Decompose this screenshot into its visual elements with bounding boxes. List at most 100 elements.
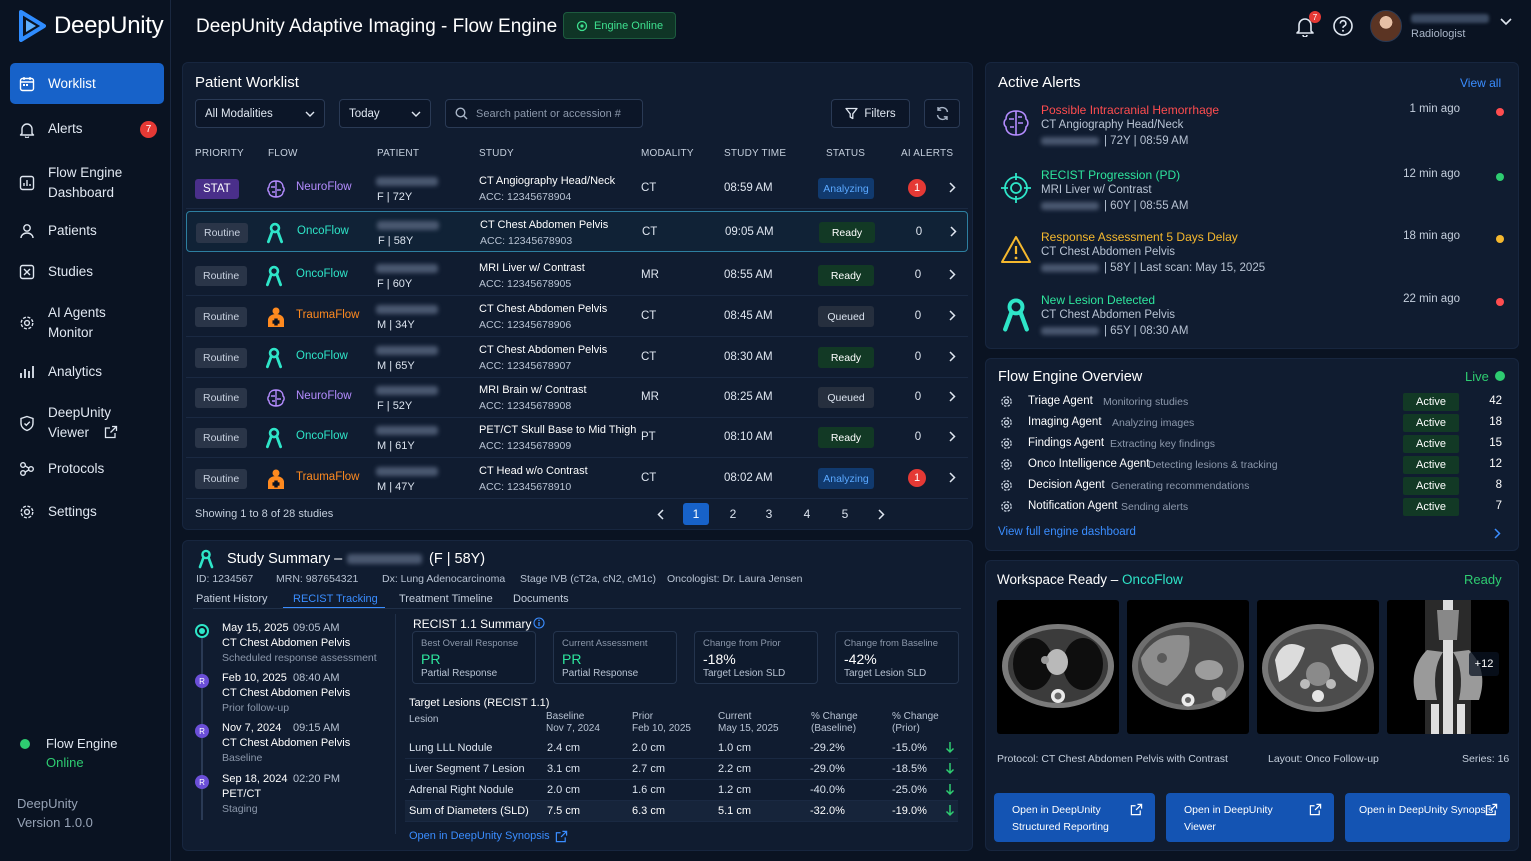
tab-recist-tracking[interactable]: RECIST Tracking [293, 593, 378, 605]
current-header: Current [718, 711, 752, 722]
agent-count: 15 [1489, 437, 1502, 449]
table-row[interactable]: Routine NeuroFlow F | 52Y MRI Brain w/ C… [186, 377, 968, 418]
app-logo[interactable]: DeepUnity [18, 10, 164, 42]
alert-detail: | 58Y | Last scan: May 15, 2025 [1104, 262, 1266, 274]
timeline-date: May 15, 2025 [222, 622, 289, 634]
chevron-right-icon[interactable] [949, 431, 956, 442]
filters-button[interactable]: Filters [831, 99, 910, 128]
refresh-button[interactable] [924, 99, 960, 128]
tab-documents[interactable]: Documents [513, 593, 569, 605]
chevron-right-icon[interactable] [949, 182, 956, 193]
chevron-right-icon[interactable] [949, 391, 956, 402]
page-button-4[interactable]: 4 [803, 507, 811, 521]
timeline-time: 09:15 AM [293, 722, 340, 734]
table-row[interactable]: Routine OncoFlow M | 61Y PET/CT Skull Ba… [186, 417, 968, 458]
accession-number: ACC: 12345678908 [479, 400, 572, 412]
prev-page-chevron-left-icon[interactable] [647, 503, 673, 525]
chevron-right-icon[interactable] [949, 269, 956, 280]
sidebar-item-flow-engine-dashboard[interactable]: Flow Engine Dashboard [10, 163, 164, 203]
page-button-1[interactable]: 1 [683, 503, 709, 525]
series-thumbnail-coronal[interactable]: +12 [1387, 600, 1509, 734]
sidebar-item-label: Worklist [48, 75, 96, 91]
chevron-down-icon [305, 111, 315, 117]
modality-filter-select[interactable]: All Modalities [195, 99, 325, 128]
tab-patient-history[interactable]: Patient History [196, 593, 268, 605]
series-thumbnail-chest[interactable] [997, 600, 1119, 734]
alert-item[interactable]: Possible Intracranial Hemorrhage CT Angi… [998, 103, 1508, 163]
agent-row[interactable]: Triage Agent Monitoring studies Active 4… [998, 392, 1506, 413]
target-lesions-title: Target Lesions (RECIST 1.1) [409, 697, 550, 709]
chevron-right-icon[interactable] [949, 351, 956, 362]
open-viewer-button[interactable]: Open in DeepUnity Viewer [1166, 793, 1334, 842]
agent-row[interactable]: Decision Agent Generating recommendation… [998, 476, 1506, 497]
sidebar-item-worklist[interactable]: Worklist [10, 63, 164, 104]
table-row[interactable]: Routine OncoFlow F | 58Y CT Chest Abdome… [186, 211, 968, 252]
alert-item[interactable]: New Lesion Detected CT Chest Abdomen Pel… [998, 293, 1508, 353]
ribbon-icon [266, 222, 284, 244]
notifications-button[interactable] [1295, 15, 1315, 37]
more-series-count[interactable]: +12 [1469, 652, 1499, 676]
view-all-alerts-link[interactable]: View all [1460, 76, 1502, 90]
agent-row[interactable]: Imaging Agent Analyzing images Active 18 [998, 413, 1506, 434]
open-synopsis-button[interactable]: Open in DeepUnity Synopsis [1345, 793, 1510, 842]
patient-sex-age: M | 61Y [377, 440, 415, 452]
info-icon[interactable] [533, 617, 545, 629]
card-sub: Partial Response [562, 668, 639, 679]
agent-name: Notification Agent [1028, 500, 1118, 512]
alert-status-dot [1496, 235, 1504, 243]
page-button-3[interactable]: 3 [765, 507, 773, 521]
chevron-right-icon[interactable] [1494, 528, 1501, 539]
view-engine-dashboard-link[interactable]: View full engine dashboard [998, 526, 1136, 538]
column-header-study-time: STUDY TIME [724, 148, 787, 159]
agent-description: Monitoring studies [1103, 396, 1189, 408]
column-header-priority: PRIORITY [195, 148, 244, 159]
agent-count: 12 [1489, 458, 1502, 470]
agent-row[interactable]: Findings Agent Extracting key findings A… [998, 434, 1506, 455]
patient-name-redacted [376, 346, 438, 355]
external-link-icon[interactable] [555, 830, 568, 843]
status-badge: Analyzing [818, 468, 874, 489]
modality: MR [641, 391, 659, 403]
agent-row[interactable]: Onco Intelligence Agent Detecting lesion… [998, 455, 1506, 476]
sidebar-item-protocols[interactable]: Protocols [10, 458, 164, 480]
help-button[interactable] [1332, 15, 1354, 37]
table-row[interactable]: Routine TraumaFlow M | 47Y CT Head w/o C… [186, 458, 968, 499]
page-button-2[interactable]: 2 [729, 507, 737, 521]
agent-row[interactable]: Notification Agent Sending alerts Active… [998, 497, 1506, 518]
sidebar-item-settings[interactable]: Settings [10, 501, 164, 523]
accession-number: ACC: 12345678905 [479, 278, 572, 290]
table-row[interactable]: Routine OncoFlow F | 60Y MRI Liver w/ Co… [186, 255, 968, 296]
date-filter-select[interactable]: Today [339, 99, 431, 128]
open-structured-reporting-button[interactable]: Open in DeepUnity Structured Reporting [994, 793, 1155, 842]
chevron-right-icon[interactable] [949, 310, 956, 321]
series-thumbnail-liver[interactable] [1127, 600, 1249, 734]
search-input[interactable]: Search patient or accession # [445, 99, 643, 128]
sidebar-item-analytics[interactable]: Analytics [10, 361, 164, 383]
page-button-5[interactable]: 5 [841, 507, 849, 521]
brain-icon [265, 387, 287, 409]
alert-item[interactable]: RECIST Progression (PD) MRI Liver w/ Con… [998, 168, 1508, 228]
sidebar-item-ai-agents-monitor[interactable]: AI Agents Monitor [10, 303, 164, 343]
user-menu-chevron-down-icon[interactable] [1500, 18, 1512, 26]
sidebar-item-studies[interactable]: Studies [10, 261, 164, 283]
status-badge: Queued [818, 306, 874, 327]
table-row[interactable]: Routine OncoFlow M | 65Y CT Chest Abdome… [186, 337, 968, 378]
table-row[interactable]: Routine TraumaFlow M | 34Y CT Chest Abdo… [186, 296, 968, 337]
chevron-right-icon[interactable] [949, 472, 956, 483]
series-thumbnail-pelvis[interactable] [1257, 600, 1379, 734]
bell-icon [18, 121, 36, 138]
chevron-right-icon[interactable] [950, 226, 957, 237]
timeline-divider [395, 614, 396, 834]
next-page-chevron-right-icon[interactable] [868, 503, 894, 525]
sidebar-item-patients[interactable]: Patients [10, 220, 164, 242]
lesion-change-baseline: -29.2% [810, 742, 845, 754]
sidebar-item-alerts[interactable]: Alerts [10, 118, 164, 140]
modality: CT [641, 472, 657, 484]
timeline-note: Scheduled response assessment [222, 652, 377, 664]
tab-treatment-timeline[interactable]: Treatment Timeline [399, 593, 493, 605]
user-avatar[interactable] [1370, 10, 1402, 42]
open-synopsis-link[interactable]: Open in DeepUnity Synopsis [409, 830, 550, 842]
alert-item[interactable]: Response Assessment 5 Days Delay CT Ches… [998, 230, 1508, 290]
sidebar-item-deepunity-viewer[interactable]: DeepUnity Viewer [10, 403, 164, 443]
table-row[interactable]: STAT NeuroFlow F | 72Y CT Angiography He… [186, 168, 968, 209]
